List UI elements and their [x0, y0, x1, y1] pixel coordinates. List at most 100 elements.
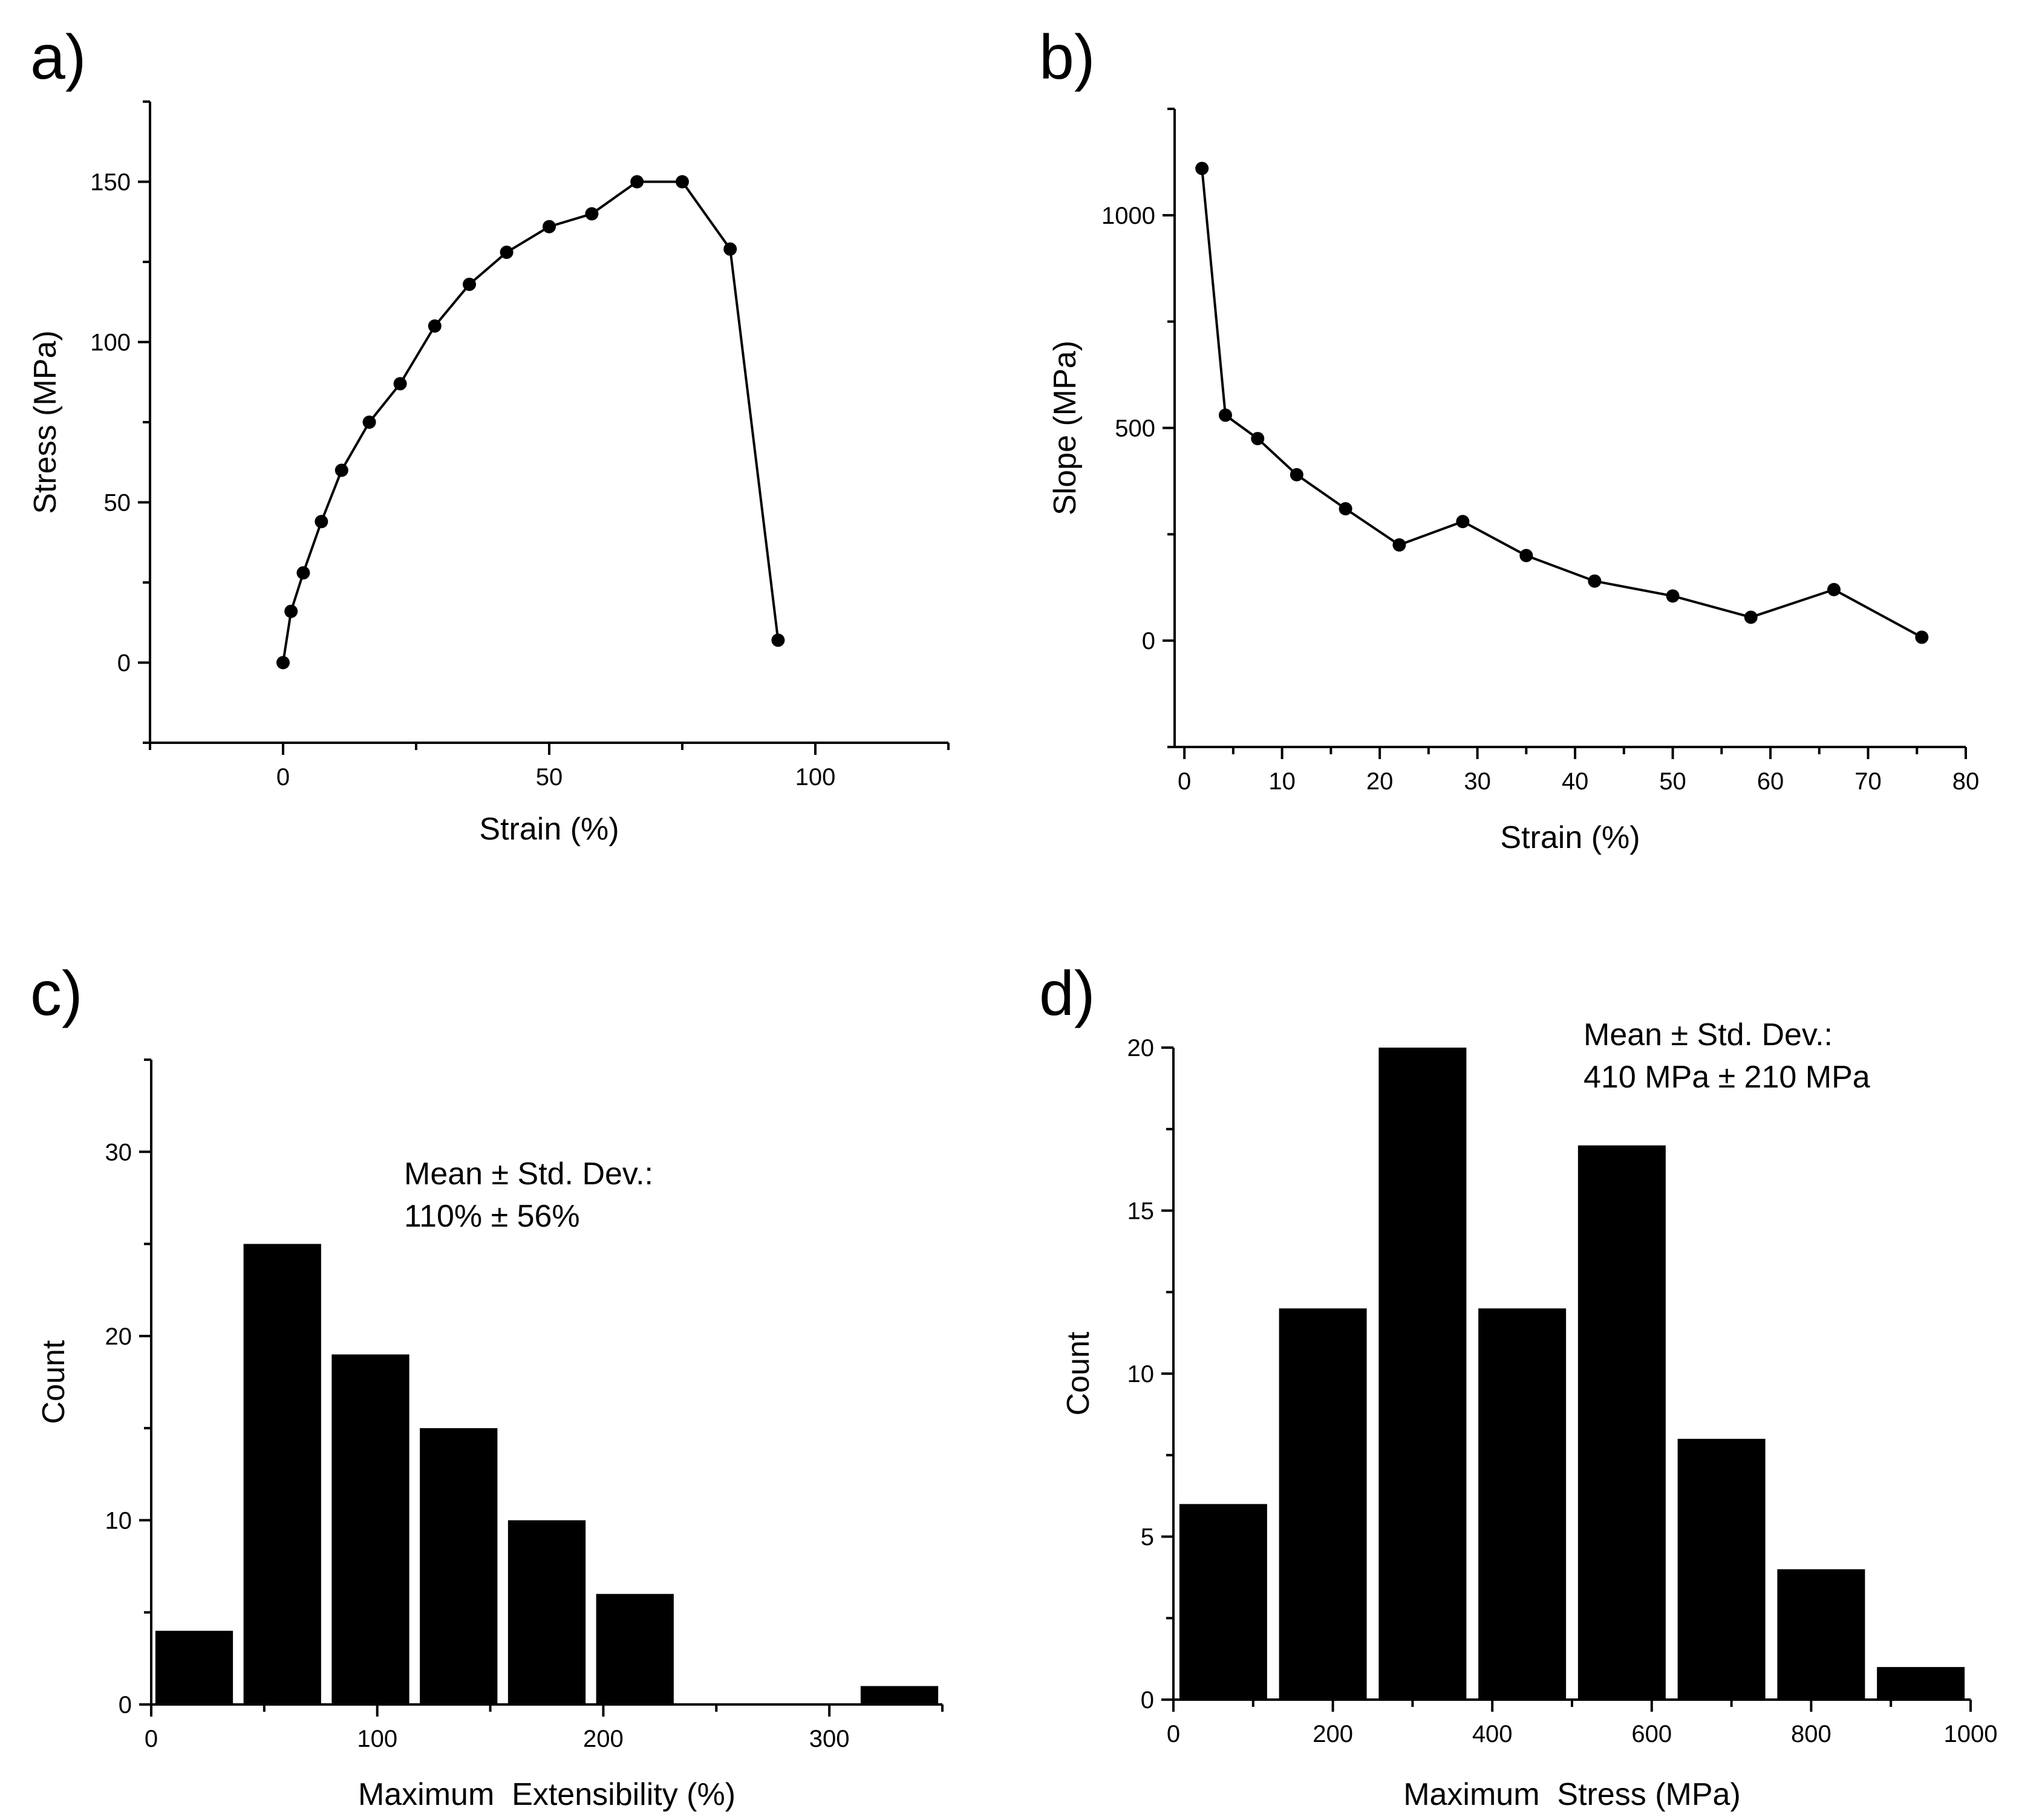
- y-tick-label: 0: [1141, 1687, 1154, 1714]
- histogram-bar: [331, 1354, 409, 1704]
- y-tick-label: 0: [1142, 628, 1155, 654]
- histogram-bar: [1677, 1438, 1766, 1700]
- x-axis-title: Maximum Extensibility (%): [358, 1777, 736, 1812]
- x-tick-label: 10: [1268, 768, 1296, 795]
- y-axis-title: Stress (MPa): [28, 330, 63, 514]
- histogram-bar: [596, 1594, 674, 1704]
- x-tick-label: 100: [357, 1726, 397, 1752]
- y-tick-label: 0: [119, 1692, 132, 1718]
- data-point: [1588, 574, 1602, 588]
- y-tick-label: 15: [1127, 1198, 1155, 1225]
- x-tick-label: 300: [809, 1726, 850, 1752]
- data-point: [723, 242, 737, 256]
- x-tick-label: 1000: [1944, 1721, 1998, 1747]
- data-point: [1827, 582, 1841, 596]
- chart-panel-c: c) 0 100 200 300 0 10 20 30 Maximum Extensibility…: [30, 959, 944, 1812]
- data-point: [771, 633, 785, 647]
- x-tick-label: 0: [1167, 1721, 1180, 1747]
- histogram-bar: [1577, 1145, 1666, 1700]
- y-tick-label: 0: [117, 650, 131, 677]
- data-point: [1915, 630, 1929, 644]
- y-tick-label: 1000: [1101, 203, 1155, 229]
- x-tick-label: 60: [1757, 768, 1784, 795]
- data-point: [1290, 468, 1303, 481]
- histogram-bar: [1777, 1569, 1865, 1700]
- histogram-bar: [1378, 1048, 1467, 1700]
- series-line: [1201, 168, 1923, 639]
- data-point: [676, 175, 689, 189]
- data-point: [334, 463, 348, 477]
- y-tick-label: 150: [90, 169, 131, 196]
- data-point: [1195, 161, 1209, 175]
- data-point: [393, 377, 407, 391]
- data-point: [630, 175, 644, 189]
- stats-annotation: Mean ± Std. Dev.:: [404, 1156, 653, 1192]
- data-point: [1456, 515, 1470, 529]
- panel-label: a): [30, 22, 86, 93]
- histogram-bar: [1179, 1504, 1267, 1700]
- stats-annotation: Mean ± Std. Dev.:: [1584, 1017, 1833, 1052]
- data-point: [315, 515, 328, 529]
- x-tick-label: 200: [583, 1726, 624, 1752]
- histogram-bar: [420, 1428, 498, 1704]
- x-tick-label: 30: [1464, 768, 1491, 795]
- chart-panel-a: a) 0 50 100 0 50 100 150 Strain (%) Stress (MPa): [28, 22, 950, 847]
- x-tick-label: 50: [536, 764, 563, 791]
- panel-label: c): [30, 959, 83, 1029]
- x-axis-title: Maximum Stress (MPa): [1403, 1777, 1741, 1812]
- histogram-bar: [860, 1686, 939, 1704]
- histogram-bar: [1279, 1308, 1367, 1700]
- data-point: [296, 566, 310, 580]
- y-tick-label: 30: [105, 1139, 132, 1166]
- y-tick-label: 5: [1141, 1524, 1154, 1551]
- panel-label: d): [1039, 959, 1095, 1029]
- x-tick-label: 400: [1472, 1721, 1513, 1747]
- histogram-bar: [1877, 1667, 1965, 1700]
- histogram-bar: [507, 1520, 586, 1704]
- data-point: [1251, 432, 1265, 446]
- y-tick-label: 10: [1127, 1361, 1155, 1388]
- stats-annotation: 410 MPa ± 210 MPa: [1584, 1060, 1870, 1095]
- y-tick-label: 100: [90, 330, 131, 356]
- stats-annotation: 110% ± 56%: [404, 1199, 580, 1234]
- data-point: [585, 207, 599, 221]
- data-point: [1218, 408, 1232, 422]
- data-point: [500, 246, 514, 259]
- x-tick-label: 800: [1791, 1721, 1831, 1747]
- y-tick-label: 20: [1127, 1035, 1155, 1062]
- y-tick-label: 50: [104, 490, 131, 517]
- x-tick-label: 40: [1562, 768, 1589, 795]
- panel-label: b): [1039, 22, 1095, 93]
- x-axis-title: Strain (%): [479, 812, 619, 847]
- x-tick-label: 100: [795, 764, 836, 791]
- x-tick-label: 200: [1313, 1721, 1353, 1747]
- data-point: [284, 604, 298, 618]
- x-tick-label: 600: [1631, 1721, 1672, 1747]
- data-point: [362, 416, 376, 429]
- y-axis-title: Count: [1061, 1331, 1096, 1415]
- data-point: [276, 656, 290, 670]
- data-point: [1519, 549, 1533, 563]
- data-point: [1744, 610, 1758, 624]
- data-point: [1666, 589, 1680, 603]
- histogram-bar: [243, 1244, 321, 1704]
- y-tick-label: 20: [105, 1323, 132, 1350]
- y-tick-label: 500: [1115, 416, 1155, 442]
- x-tick-label: 50: [1659, 768, 1686, 795]
- series-line: [282, 180, 780, 663]
- data-point: [428, 319, 442, 333]
- data-point: [463, 278, 476, 292]
- x-axis-title: Strain (%): [1500, 820, 1640, 855]
- chart-panel-b: b) 0 10 20 30 40 50 60 70 80 0 500 1000 Strain (%) Slo…: [1039, 22, 1979, 855]
- histogram-bar: [1478, 1308, 1567, 1700]
- x-tick-label: 20: [1366, 768, 1394, 795]
- data-point: [1339, 502, 1352, 516]
- histogram-bar: [155, 1631, 233, 1704]
- x-tick-label: 0: [1178, 768, 1191, 795]
- x-tick-label: 80: [1952, 768, 1980, 795]
- y-axis-title: Count: [36, 1340, 71, 1424]
- y-tick-label: 10: [105, 1507, 132, 1534]
- x-tick-label: 70: [1854, 768, 1882, 795]
- x-tick-label: 0: [145, 1726, 158, 1752]
